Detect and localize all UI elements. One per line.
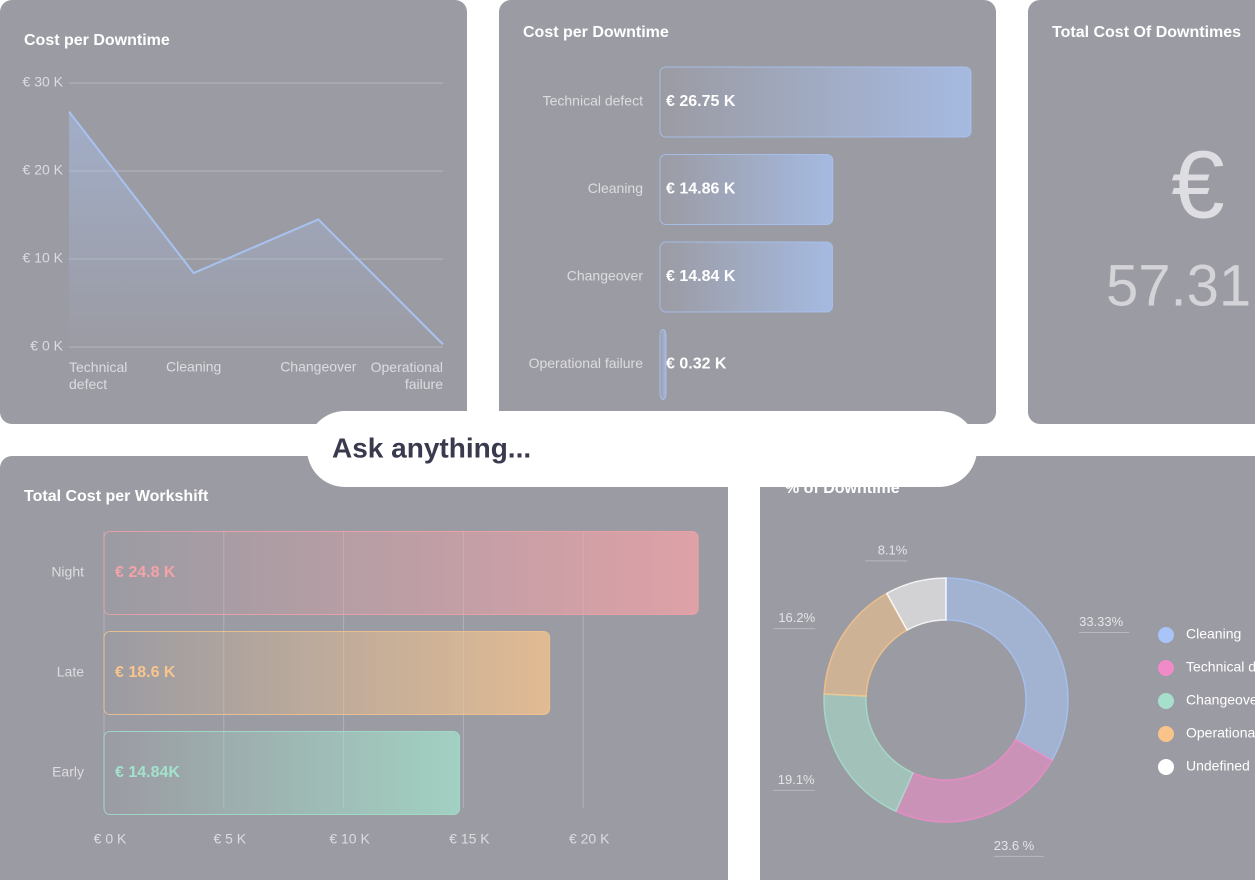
legend-swatch: [1158, 660, 1174, 676]
legend-swatch: [1158, 759, 1174, 775]
chart-title: Cost per Downtime: [523, 24, 669, 41]
value-label: € 14.86 K: [666, 181, 736, 198]
value-label: € 14.84 K: [666, 268, 736, 285]
bar: [659, 241, 834, 313]
category-label: Operational failure: [529, 355, 644, 371]
value-label: € 0.32 K: [666, 356, 727, 373]
chart-title: Cost per Downtime: [24, 32, 170, 49]
y-tick-label: € 0 K: [30, 338, 63, 354]
bar: [103, 731, 461, 815]
category-label: Night: [51, 564, 84, 580]
slice-label: 16.2%: [778, 610, 815, 625]
line: [68, 110, 444, 346]
legend-label: Cleaning: [1186, 626, 1241, 642]
kpi-value: 57.31: [1106, 253, 1251, 318]
x-tick-label: € 20 K: [569, 831, 610, 847]
category-label: Changeover: [567, 268, 644, 284]
category-label: Technical defect: [543, 93, 644, 109]
y-tick-label: € 20 K: [23, 162, 64, 178]
legend-label: Undefined: [1186, 758, 1250, 774]
card: [1028, 0, 1255, 424]
charts: Cost per Downtime € 0 K € 10 K € 20 K € 30 K…: [23, 24, 1255, 857]
y-tick-label: € 30 K: [23, 74, 64, 90]
x-tick-label: € 0 K: [94, 831, 127, 847]
y-tick-label: € 10 K: [23, 250, 64, 266]
bar: [103, 531, 699, 615]
area: [69, 111, 443, 347]
kpi-title: Total Cost Of Downtimes: [1052, 24, 1241, 41]
x-tick-label: € 5 K: [213, 831, 246, 847]
legend-label: Changeover: [1186, 692, 1255, 708]
x-tick-label: € 15 K: [449, 831, 490, 847]
x-tick-label: Cleaning: [166, 359, 221, 375]
x-tick-label: Technical defect: [69, 359, 127, 392]
x-tick-label: Operational failure: [371, 359, 444, 392]
category-label: Early: [52, 764, 84, 780]
value-label: € 14.84K: [115, 764, 180, 781]
legend-swatch: [1158, 693, 1174, 709]
slice-label: 19.1%: [778, 772, 815, 787]
bar: [659, 329, 667, 400]
legend-label: Operational failure: [1186, 725, 1255, 741]
slice-label: 23.6 %: [994, 838, 1035, 853]
category-label: Late: [57, 664, 84, 680]
value-label: € 26.75 K: [666, 93, 736, 110]
bar: [103, 631, 551, 715]
value-label: € 24.8 K: [115, 564, 176, 581]
bar: [659, 154, 834, 225]
x-tick-label: Changeover: [280, 359, 357, 375]
legend-swatch: [1158, 627, 1174, 643]
search-placeholder[interactable]: Ask anything...: [332, 432, 531, 463]
x-tick-label: € 10 K: [329, 831, 370, 847]
slice-label: 33.33%: [1079, 614, 1124, 629]
donut-slice: [885, 577, 947, 632]
legend-swatch: [1158, 726, 1174, 742]
bar: [659, 66, 972, 138]
search-box[interactable]: [307, 411, 977, 487]
donut-slice: [945, 577, 1069, 762]
chart-title: Total Cost per Workshift: [24, 488, 209, 505]
legend-label: Technical defect: [1186, 659, 1255, 675]
slice-label: 8.1%: [878, 542, 908, 557]
kpi-symbol: €: [1171, 131, 1224, 238]
value-label: € 18.6 K: [115, 664, 176, 681]
category-label: Cleaning: [588, 180, 643, 196]
